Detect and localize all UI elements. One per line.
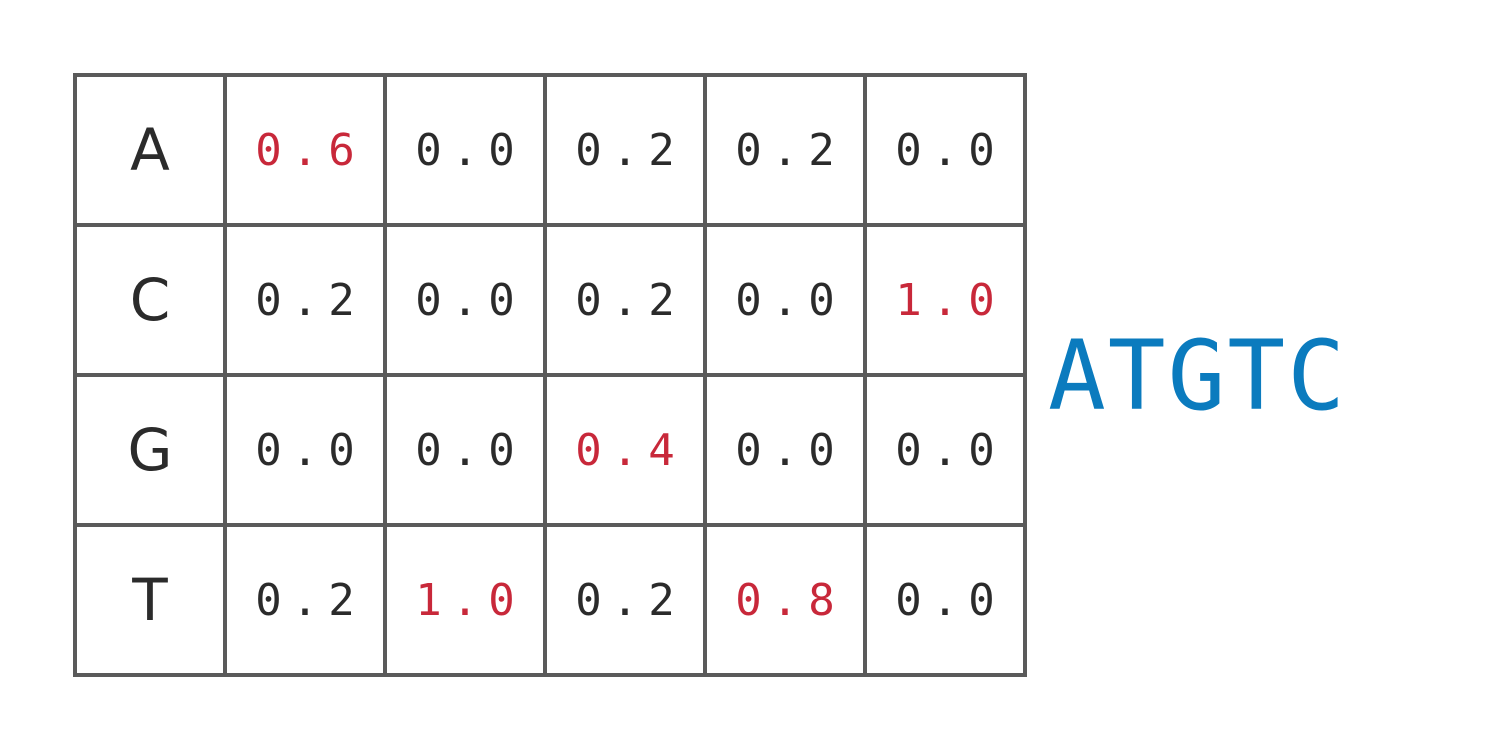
cell-g-1: 0.0 [223,373,387,527]
cell-g-2: 0.0 [383,373,547,527]
cell-c-1: 0.2 [223,223,387,377]
cell-c-2: 0.0 [383,223,547,377]
row-label-t: T [73,523,227,677]
cell-g-5: 0.0 [863,373,1027,527]
cell-a-1: 0.6 [223,73,387,227]
matrix-row-t: T 0.2 1.0 0.2 0.8 0.0 [73,523,1027,677]
cell-a-5: 0.0 [863,73,1027,227]
row-label-g: G [73,373,227,527]
consensus-sequence: ATGTC [1048,320,1347,432]
cell-a-4: 0.2 [703,73,867,227]
matrix-row-c: C 0.2 0.0 0.2 0.0 1.0 [73,223,1027,377]
matrix-row-a: A 0.6 0.0 0.2 0.2 0.0 [73,73,1027,227]
cell-a-3: 0.2 [543,73,707,227]
cell-c-5: 1.0 [863,223,1027,377]
cell-g-3: 0.4 [543,373,707,527]
cell-g-4: 0.0 [703,373,867,527]
cell-t-1: 0.2 [223,523,387,677]
matrix-row-g: G 0.0 0.0 0.4 0.0 0.0 [73,373,1027,527]
cell-c-3: 0.2 [543,223,707,377]
cell-t-2: 1.0 [383,523,547,677]
position-frequency-matrix: A 0.6 0.0 0.2 0.2 0.0 C 0.2 0.0 0.2 0.0 … [73,73,1027,677]
cell-t-3: 0.2 [543,523,707,677]
row-label-a: A [73,73,227,227]
cell-c-4: 0.0 [703,223,867,377]
cell-a-2: 0.0 [383,73,547,227]
row-label-c: C [73,223,227,377]
cell-t-5: 0.0 [863,523,1027,677]
cell-t-4: 0.8 [703,523,867,677]
